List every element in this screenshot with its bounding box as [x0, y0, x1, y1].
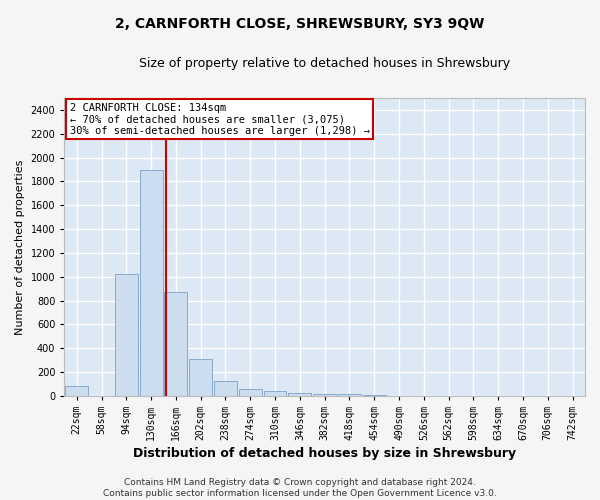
Title: Size of property relative to detached houses in Shrewsbury: Size of property relative to detached ho…: [139, 58, 510, 70]
Bar: [189, 359, 212, 396]
X-axis label: Distribution of detached houses by size in Shrewsbury: Distribution of detached houses by size …: [133, 447, 516, 460]
Bar: [140, 170, 163, 396]
Bar: [338, 394, 361, 396]
Text: 2, CARNFORTH CLOSE, SHREWSBURY, SY3 9QW: 2, CARNFORTH CLOSE, SHREWSBURY, SY3 9QW: [115, 18, 485, 32]
Bar: [239, 389, 262, 396]
Bar: [214, 382, 237, 396]
Text: 2 CARNFORTH CLOSE: 134sqm
← 70% of detached houses are smaller (3,075)
30% of se: 2 CARNFORTH CLOSE: 134sqm ← 70% of detac…: [70, 102, 370, 136]
Bar: [65, 386, 88, 396]
Bar: [313, 394, 336, 396]
Bar: [289, 393, 311, 396]
Bar: [115, 274, 138, 396]
Bar: [164, 292, 187, 396]
Bar: [263, 391, 286, 396]
Text: Contains HM Land Registry data © Crown copyright and database right 2024.
Contai: Contains HM Land Registry data © Crown c…: [103, 478, 497, 498]
Y-axis label: Number of detached properties: Number of detached properties: [15, 159, 25, 334]
